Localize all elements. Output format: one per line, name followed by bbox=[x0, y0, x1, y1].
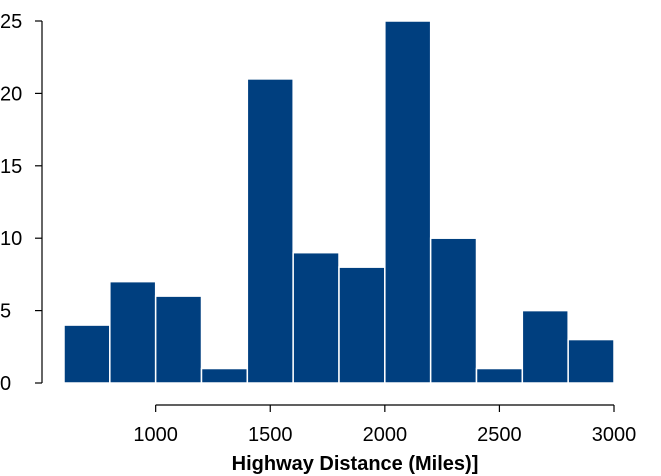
y-tick-label: 25 bbox=[0, 11, 22, 33]
y-tick-label: 20 bbox=[0, 83, 22, 105]
y-axis: 0 5 10 15 20 25 bbox=[0, 11, 43, 395]
x-tick-label: 2500 bbox=[477, 424, 522, 446]
x-axis-label: Highway Distance (Miles)] bbox=[232, 453, 479, 475]
y-tick-label: 15 bbox=[0, 156, 22, 178]
histogram-bar bbox=[429, 237, 478, 384]
histogram-bar bbox=[246, 78, 294, 384]
x-tick-label: 1000 bbox=[133, 424, 178, 446]
histogram-bar bbox=[154, 295, 203, 384]
histogram-bar bbox=[475, 367, 524, 384]
histogram-bar bbox=[63, 324, 111, 384]
x-tick-label: 1500 bbox=[248, 424, 293, 446]
x-tick-label: 3000 bbox=[592, 424, 637, 446]
y-tick-label: 0 bbox=[0, 373, 11, 395]
histogram-bar bbox=[384, 20, 432, 384]
y-tick-label: 5 bbox=[0, 301, 11, 323]
histogram-bar bbox=[292, 251, 340, 384]
histogram-bar bbox=[200, 367, 249, 384]
histogram-bar bbox=[521, 309, 569, 384]
histogram-bar bbox=[338, 266, 386, 384]
y-tick-label: 10 bbox=[0, 228, 22, 250]
histogram-bar bbox=[567, 338, 615, 384]
x-tick-label: 2000 bbox=[363, 424, 408, 446]
histogram-bar bbox=[109, 280, 157, 384]
bars-group bbox=[63, 20, 615, 384]
x-axis: 1000 1500 2000 2500 3000 bbox=[133, 404, 637, 446]
